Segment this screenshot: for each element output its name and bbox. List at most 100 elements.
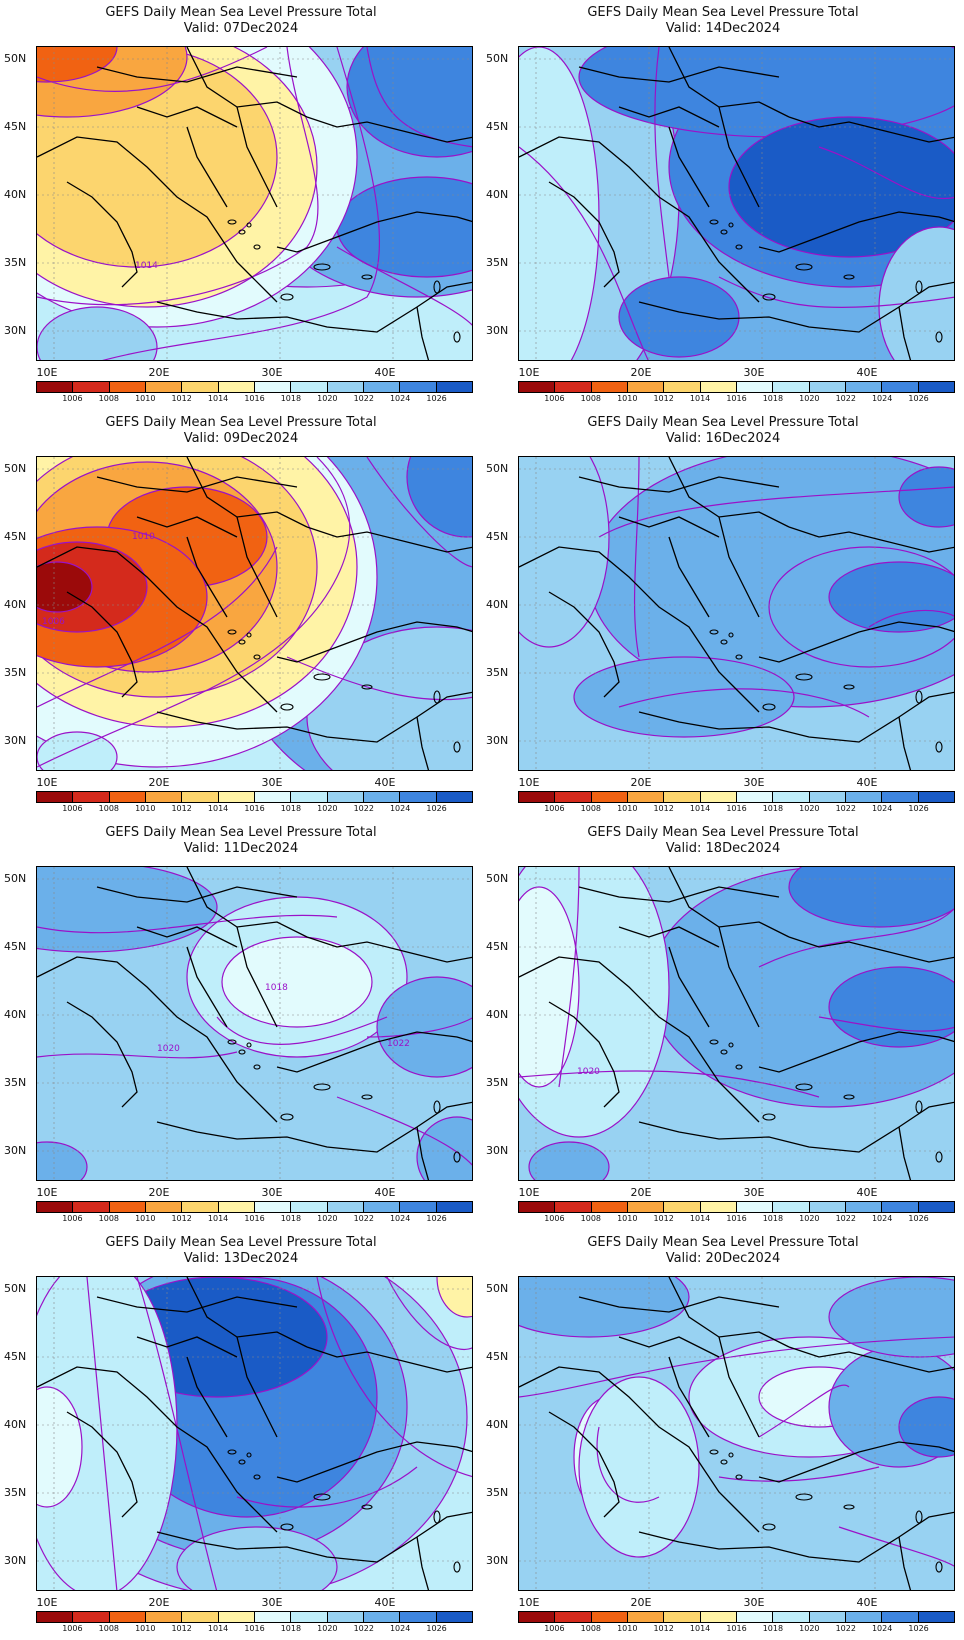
- latitude-label: 45N: [4, 530, 27, 543]
- latitude-label: 40N: [486, 1008, 509, 1021]
- isobar-line: [519, 146, 649, 360]
- colorbar-label: 1018: [280, 394, 302, 403]
- colorbar-swatch: [736, 1202, 774, 1212]
- isobar-line: [366, 47, 472, 148]
- colorbar-swatch: [400, 382, 437, 392]
- latitude-label: 35N: [486, 666, 509, 679]
- colorbar-swatch: [627, 382, 665, 392]
- island-outline: [238, 229, 246, 235]
- latitude-label: 50N: [4, 872, 27, 885]
- pressure-contour-region: [37, 47, 118, 83]
- colorbar-label: 1014: [689, 1624, 711, 1633]
- island-outline: [361, 1504, 373, 1510]
- colorbar-label: 1012: [171, 804, 192, 813]
- coastline: [519, 136, 760, 303]
- colorbar-label: 1010: [617, 1214, 638, 1223]
- colorbar-swatch: [627, 792, 665, 802]
- pressure-field-svg: 1020: [519, 867, 954, 1180]
- colorbar-label: 1016: [726, 1214, 747, 1223]
- colorbar-swatch: [291, 1202, 328, 1212]
- longitude-label: 10E: [518, 366, 540, 379]
- map-panel: GEFS Daily Mean Sea Level Pressure Total…: [482, 0, 964, 410]
- colorbar-label: 1016: [244, 1214, 265, 1223]
- coastline: [66, 1001, 138, 1108]
- coastline: [37, 956, 278, 1123]
- coastline: [96, 1296, 298, 1313]
- panel-valid-date: Valid: 07Dec2024: [183, 21, 299, 36]
- latitude-label: 50N: [4, 52, 27, 65]
- colorbar-swatch: [736, 1612, 774, 1622]
- latitude-label: 40N: [4, 1418, 27, 1431]
- longitude-label: 20E: [148, 366, 170, 379]
- pressure-contour-region: [37, 867, 218, 953]
- colorbar-swatch: [664, 1202, 701, 1212]
- coastline: [638, 1511, 954, 1563]
- island-outline: [280, 293, 294, 301]
- colorbar-label: 1018: [762, 804, 784, 813]
- coastline: [638, 691, 954, 743]
- colorbar-swatch: [809, 382, 846, 392]
- longitude-label: 40E: [374, 1186, 396, 1199]
- coastline: [788, 116, 954, 143]
- coastline: [186, 1356, 228, 1438]
- pressure-contour-region: [898, 1396, 954, 1458]
- island-outline: [361, 1094, 373, 1100]
- colorbar-swatch: [773, 1202, 810, 1212]
- coastline: [156, 691, 472, 743]
- island-outline: [361, 274, 373, 280]
- colorbar-label: 1024: [389, 1624, 411, 1633]
- latitude-label: 45N: [4, 940, 27, 953]
- isobar-line: [618, 688, 870, 718]
- colorbar-label: 1006: [62, 1214, 83, 1223]
- colorbar-swatch: [436, 382, 472, 392]
- pressure-map: 1010 1006: [36, 456, 473, 771]
- colorbar-swatch: [145, 1612, 183, 1622]
- island-outline: [735, 1474, 743, 1480]
- isobar-line: [336, 246, 472, 326]
- panel-title: GEFS Daily Mean Sea Level Pressure Total: [587, 825, 859, 840]
- island-outline: [433, 280, 441, 294]
- pressure-map: 1018 1020 1022: [36, 866, 473, 1181]
- colorbar-swatch: [809, 1612, 846, 1622]
- isobar-line: [818, 1016, 954, 1032]
- coastline: [578, 66, 780, 83]
- island-outline: [238, 1049, 246, 1055]
- longitude-label: 40E: [856, 366, 878, 379]
- colorbar-swatch: [109, 382, 146, 392]
- latitude-label: 35N: [4, 1486, 27, 1499]
- longitude-label: 10E: [36, 776, 58, 789]
- longitude-label: 30E: [261, 366, 283, 379]
- island-outline: [762, 1113, 776, 1121]
- isobar-label: 1022: [387, 1039, 410, 1049]
- longitude-label: 20E: [630, 1186, 652, 1199]
- coastline: [638, 1101, 954, 1153]
- colorbar-label: 1010: [135, 1624, 156, 1633]
- isobar-line: [519, 1336, 954, 1398]
- colorbar-label: 1010: [135, 1214, 156, 1223]
- island-outline: [795, 673, 813, 681]
- colorbar-label: 1012: [653, 1214, 674, 1223]
- island-outline: [709, 219, 719, 225]
- colorbar-label: 1020: [799, 394, 820, 403]
- island-outline: [762, 703, 776, 711]
- isobar-line: [366, 457, 472, 568]
- coastline: [548, 1001, 620, 1108]
- coastline: [668, 126, 710, 208]
- colorbar-label: 1014: [207, 1624, 229, 1633]
- isobar-line: [316, 1277, 472, 1478]
- longitude-label: 20E: [630, 776, 652, 789]
- colorbar-label: 1008: [580, 804, 601, 813]
- island-outline: [795, 263, 813, 271]
- pressure-contour-region: [416, 1116, 472, 1180]
- coastline: [898, 716, 912, 770]
- colorbar-label: 1020: [317, 394, 338, 403]
- coastline: [718, 516, 760, 618]
- colorbar-swatch: [519, 382, 556, 392]
- pressure-contour-region: [828, 966, 954, 1048]
- map-panel: GEFS Daily Mean Sea Level Pressure Total…: [0, 820, 482, 1230]
- colorbar-swatch: [182, 792, 219, 802]
- colorbar-label: 1026: [908, 1624, 929, 1633]
- island-outline: [735, 1064, 743, 1070]
- island-outline: [453, 1561, 461, 1573]
- colorbar-label: 1020: [799, 804, 820, 813]
